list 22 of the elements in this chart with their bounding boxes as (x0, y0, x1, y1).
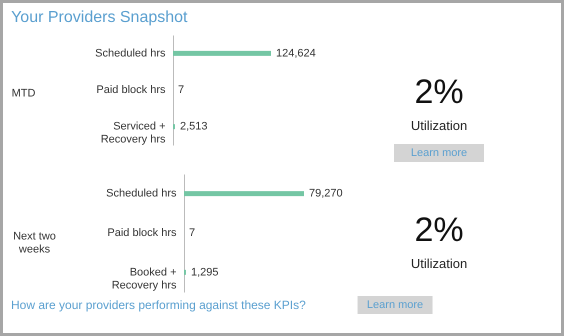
data-label: 7 (178, 84, 184, 96)
data-label: 1,295 (190, 266, 218, 278)
text: 2% (414, 211, 464, 249)
y-tick-label: Booked + Recovery hrs (112, 266, 177, 292)
y-tick-label: Scheduled hrs (95, 47, 166, 60)
y-tick-label: Paid block hrs (96, 84, 166, 96)
y-axis-title: MTD (12, 88, 36, 100)
y-tick-label: Paid block hrs (107, 227, 177, 239)
text: How are your providers performing against these KPIs? (11, 298, 306, 312)
y-tick-label: Serviced + Recovery hrs (100, 120, 166, 146)
data-label: 7 (189, 227, 196, 239)
data-label: 79,270 (309, 188, 343, 200)
text: Learn more (366, 299, 424, 311)
text: Utilization (410, 256, 468, 271)
y-tick-label: Scheduled hrs (106, 188, 177, 200)
data-label: 2,513 (180, 120, 208, 133)
chart-title: Your Providers Snapshot (11, 9, 188, 26)
data-label: 124,624 (276, 47, 316, 60)
text: 2% (414, 73, 464, 111)
text: Learn more (410, 147, 468, 159)
text: Utilization (410, 118, 468, 133)
y-axis-title: Next two weeks (13, 230, 56, 256)
